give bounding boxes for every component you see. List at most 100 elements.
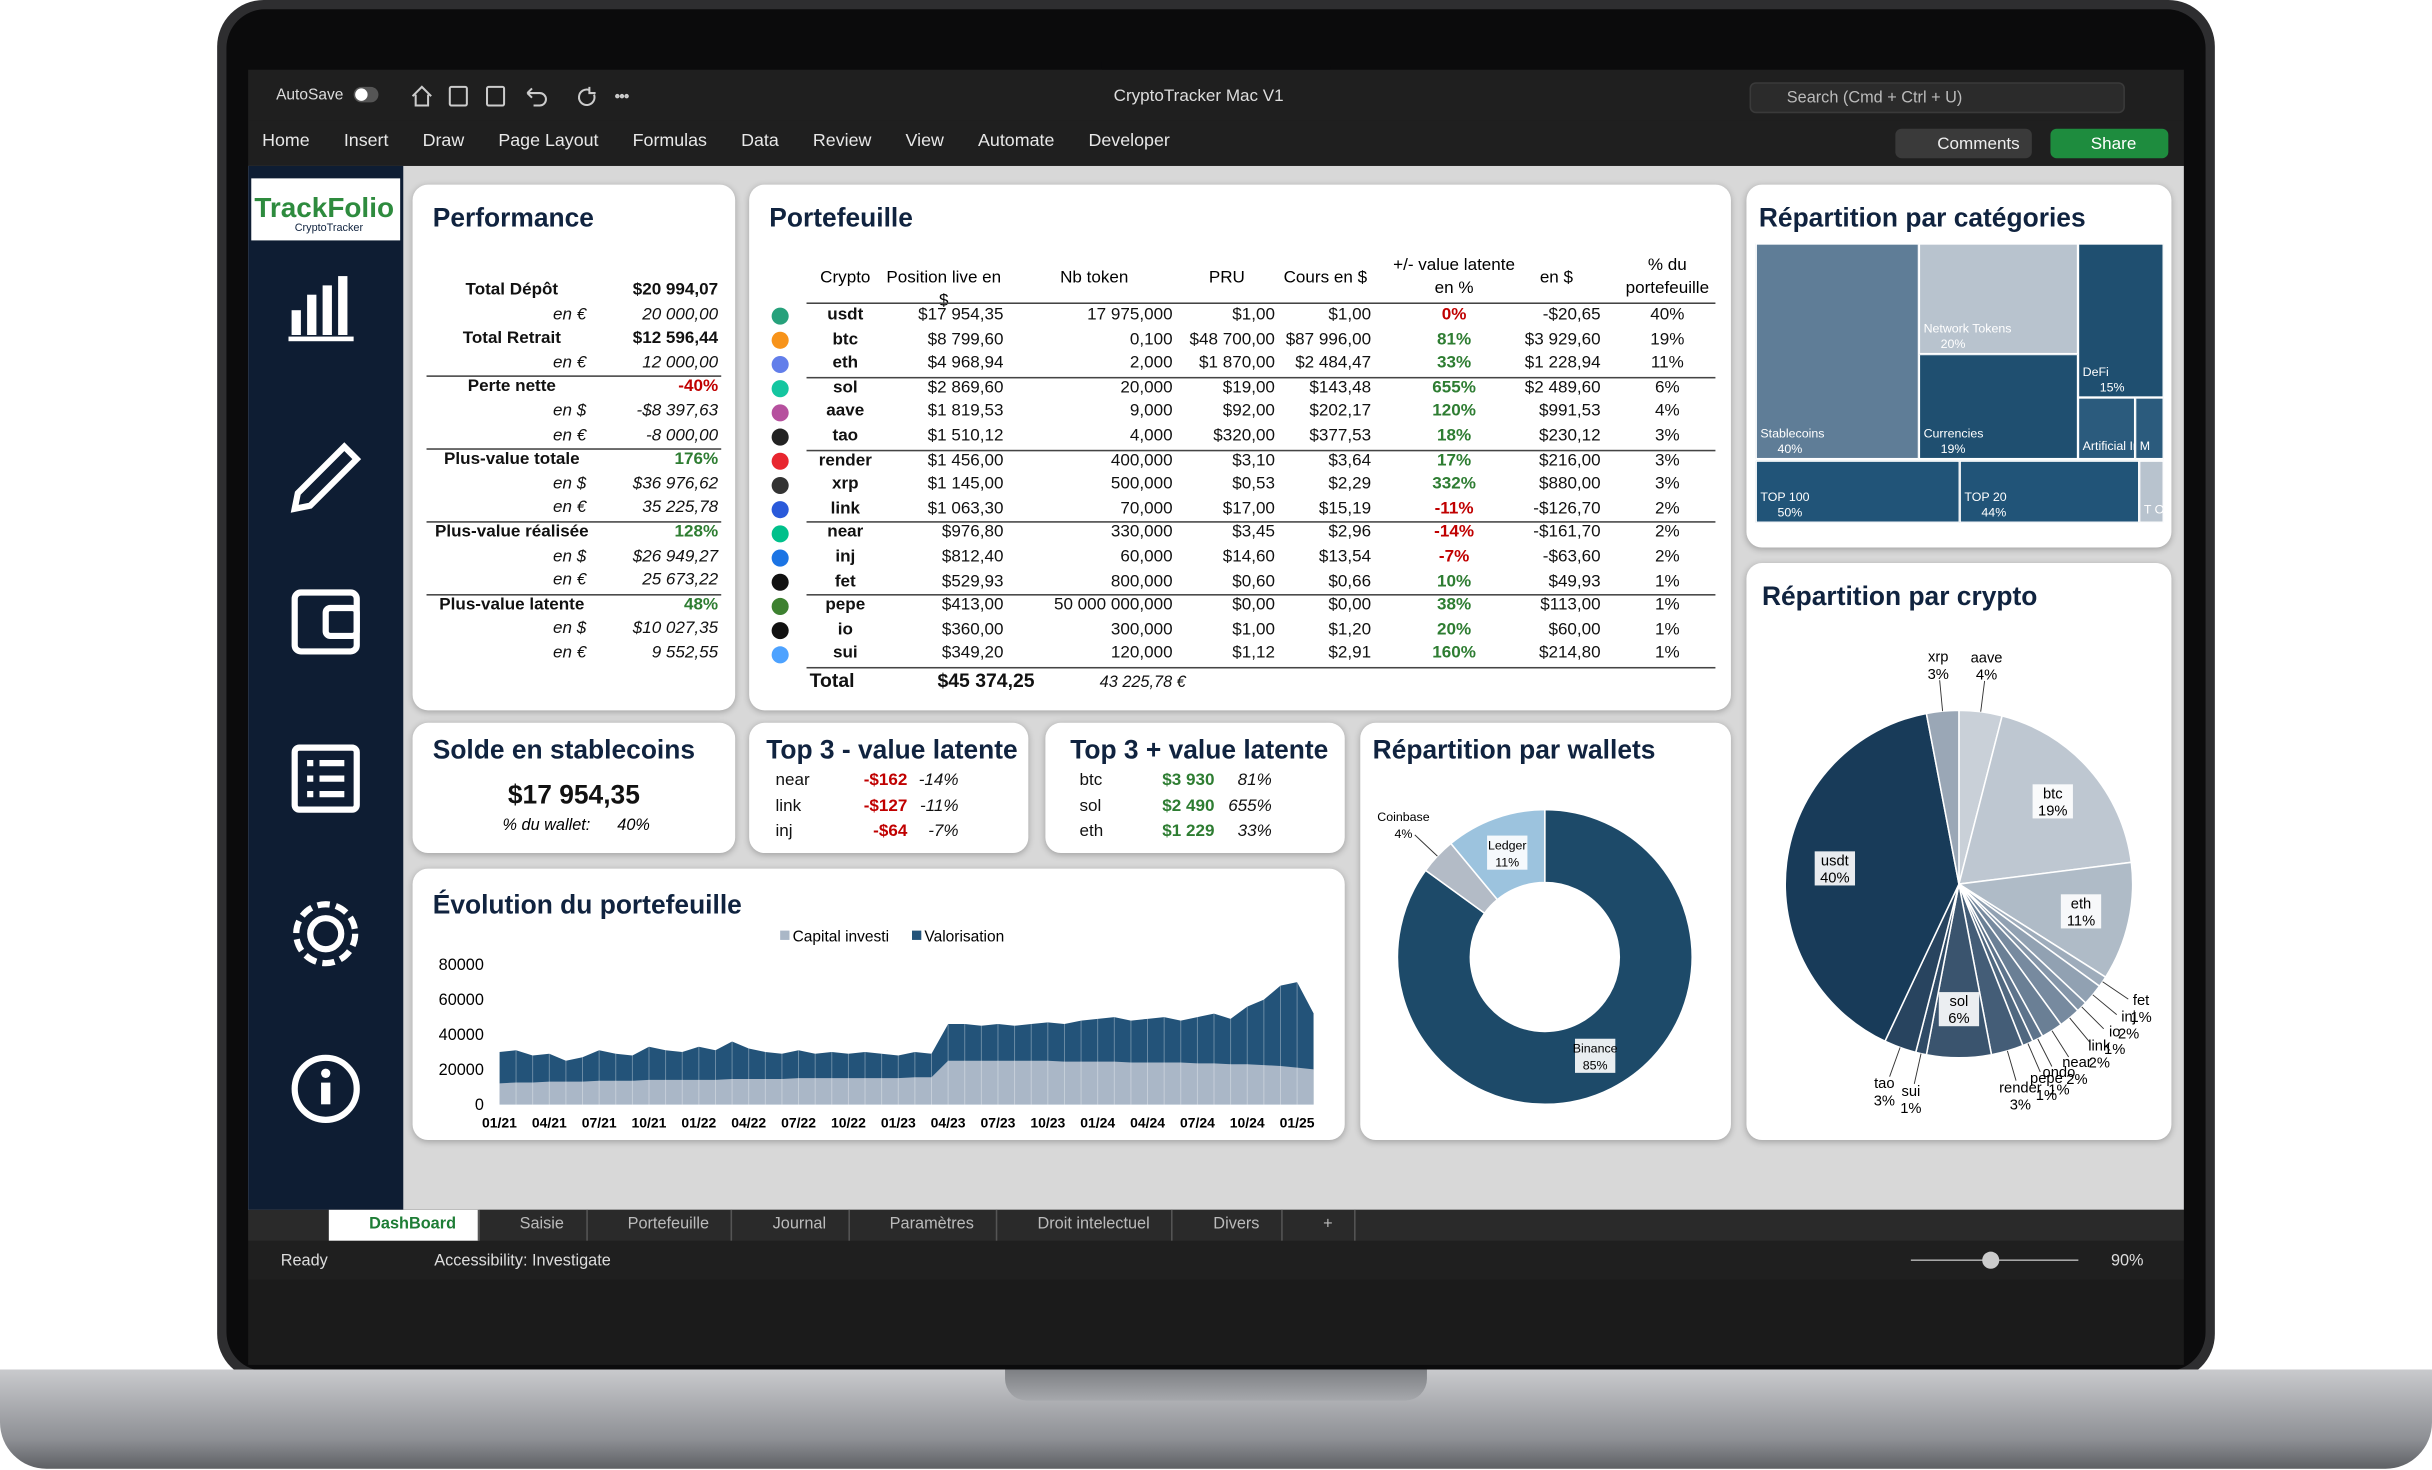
slice xyxy=(1956,861,2134,979)
slice-value: 11% xyxy=(2067,913,2095,929)
total-value: $45 374,25 xyxy=(937,670,1035,692)
table-cell: $3 929,60 xyxy=(1524,329,1601,349)
table-cell: $1 063,30 xyxy=(927,499,1004,518)
sheet-tab[interactable]: Portefeuille xyxy=(587,1209,733,1241)
leader-line xyxy=(1889,1047,1901,1077)
table-cell: sol xyxy=(832,378,858,397)
top-name: near xyxy=(775,770,810,790)
menu-item[interactable]: Automate xyxy=(978,131,1055,151)
perf-value: $20 994,07 xyxy=(632,280,719,300)
table-cell: $0,00 xyxy=(1232,595,1275,615)
autosave-toggle[interactable] xyxy=(353,86,379,103)
treemap-label: Stablecoins xyxy=(1760,426,1824,440)
table-cell: near xyxy=(827,523,864,542)
menu-item[interactable]: Draw xyxy=(422,131,465,151)
perf-sub-value: $26 949,27 xyxy=(632,546,719,566)
wallet-share-label: % du wallet: xyxy=(502,815,591,835)
table-cell: $1,00 xyxy=(1328,305,1372,325)
menu-item[interactable]: View xyxy=(905,131,944,151)
share-button[interactable] xyxy=(2050,128,2169,159)
table-cell: $976,80 xyxy=(941,523,1004,542)
table-cell: 20,000 xyxy=(1120,378,1173,397)
table-cell: 1% xyxy=(1655,595,1680,615)
table-cell: 2% xyxy=(1655,547,1680,567)
logo-box xyxy=(251,178,401,241)
legend-swatch xyxy=(780,930,790,940)
table-cell: 70,000 xyxy=(1120,499,1173,518)
table-cell: 19% xyxy=(1650,329,1685,349)
slice-value: 1% xyxy=(2036,1088,2057,1104)
perf-sub-label: en $ xyxy=(553,546,587,566)
table-cell: 60,000 xyxy=(1120,547,1173,567)
treemap-value: 40% xyxy=(1777,442,1802,456)
x-tick-label: 04/24 xyxy=(1130,1115,1165,1131)
slice-value: 85% xyxy=(1583,1059,1608,1073)
table-cell: $60,00 xyxy=(1548,620,1601,639)
column-header: Nb token xyxy=(1060,268,1129,287)
table-cell: 160% xyxy=(1432,644,1476,663)
table-cell: $0,53 xyxy=(1232,474,1275,494)
zoom-handle[interactable] xyxy=(1982,1251,2000,1269)
sheet-tab[interactable]: Paramètres xyxy=(849,1209,998,1241)
crypto-icon xyxy=(771,646,789,664)
top-plus-card: Top 3 + value latente xyxy=(1045,722,1345,854)
treemap-label: T O P... xyxy=(2144,502,2185,516)
table-cell: 400,000 xyxy=(1110,450,1173,470)
perf-sub-value: 12 000,00 xyxy=(642,353,719,372)
sheet-tab[interactable]: Droit intelectuel xyxy=(997,1209,1173,1241)
x-tick-label: 01/23 xyxy=(881,1115,916,1131)
table-cell: $880,00 xyxy=(1538,474,1601,494)
perf-sub-value: 9 552,55 xyxy=(651,643,719,663)
menu-item[interactable]: Formulas xyxy=(632,131,707,151)
table-cell: 4% xyxy=(1655,402,1680,421)
table-cell: link xyxy=(830,499,860,518)
slice-value: 1% xyxy=(1900,1101,1921,1117)
sheet-tab[interactable]: + xyxy=(1283,1209,1356,1241)
menu-item[interactable]: Home xyxy=(262,131,310,151)
sheet-tabs xyxy=(248,1209,2184,1241)
leader-line xyxy=(2069,1017,2090,1043)
table-cell: $2,91 xyxy=(1328,644,1372,663)
top-amount: $2 490 xyxy=(1162,796,1215,816)
slice-value: 2% xyxy=(2118,1026,2139,1042)
document-title: CryptoTracker Mac V1 xyxy=(1113,86,1284,106)
sheet-tab[interactable]: Journal xyxy=(732,1209,850,1241)
top-percent: 33% xyxy=(1237,822,1272,841)
menu-item[interactable]: Insert xyxy=(343,131,389,151)
perf-sub-value: 25 673,22 xyxy=(642,571,719,590)
slice-value: 4% xyxy=(1976,668,1997,684)
crypto-icon xyxy=(771,573,789,591)
sheet-tab[interactable]: Saisie xyxy=(479,1209,588,1241)
top-amount: -$64 xyxy=(873,822,908,841)
menu-item[interactable]: Developer xyxy=(1088,131,1170,151)
slice xyxy=(1396,808,1693,1106)
menu-item[interactable]: Page Layout xyxy=(498,131,599,151)
table-cell: $320,00 xyxy=(1213,426,1275,446)
perf-sub-label: en € xyxy=(553,425,587,445)
sheet-tab[interactable]: Divers xyxy=(1173,1209,1283,1241)
table-cell: 1% xyxy=(1655,620,1680,639)
table-cell: 120,000 xyxy=(1110,644,1173,663)
search-box[interactable] xyxy=(1749,82,2125,114)
perf-sub-label: en € xyxy=(553,571,587,590)
crypto-icon xyxy=(771,525,789,543)
table-cell: 500,000 xyxy=(1110,474,1173,494)
status-bar xyxy=(248,1240,2184,1280)
perf-sub-label: en € xyxy=(553,304,587,324)
crypto-icon xyxy=(771,331,789,349)
treemap-cell: Network Tokens 20% xyxy=(1918,243,2079,355)
comments-button[interactable] xyxy=(1895,128,2032,159)
accessibility[interactable]: Accessibility: Investigate xyxy=(434,1251,611,1271)
total-label: Total xyxy=(809,670,855,692)
table-cell: 2,000 xyxy=(1129,353,1173,373)
sheet-tab[interactable]: DashBoard xyxy=(328,1209,480,1241)
menu-bar: Home Insert Draw Page Layout Formulas Data Rev… xyxy=(262,132,1204,151)
separator xyxy=(806,376,1716,379)
menu-item[interactable]: Data xyxy=(741,131,779,151)
menu-item[interactable]: Review xyxy=(812,131,872,151)
top-amount: $3 930 xyxy=(1162,770,1215,790)
top-percent: -11% xyxy=(919,796,959,816)
table-cell: 4,000 xyxy=(1129,426,1173,446)
